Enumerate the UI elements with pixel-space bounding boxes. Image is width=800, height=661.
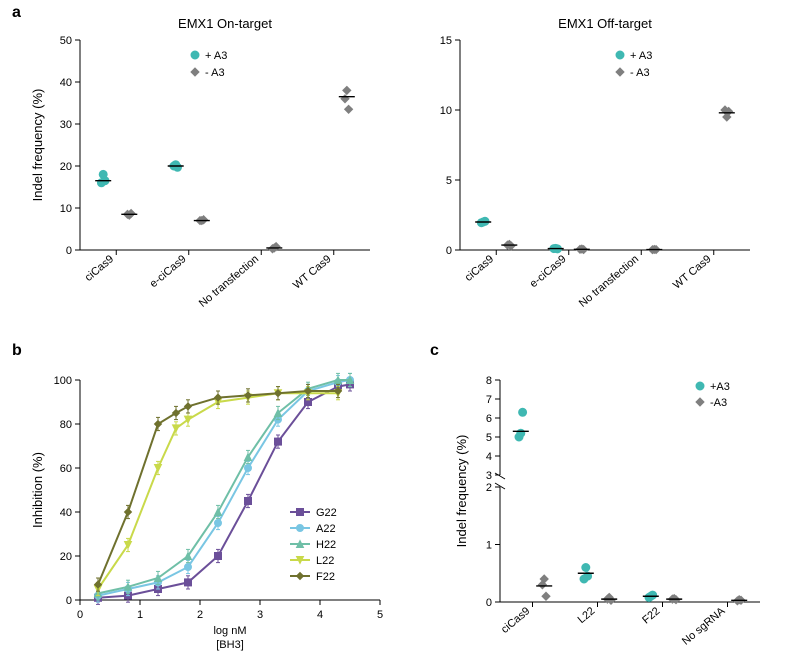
svg-text:5: 5	[377, 609, 383, 621]
svg-text:1: 1	[137, 609, 143, 621]
svg-text:EMX1 Off-target: EMX1 Off-target	[558, 16, 652, 31]
legend-a-left: + A3 - A3	[191, 50, 227, 79]
category-label: WT Cas9	[671, 253, 714, 292]
svg-text:0: 0	[446, 245, 452, 257]
chart-a-right: 0 5 10 15 ciCas9 e-ciCas9No transfection WT Ca…	[440, 16, 750, 310]
category-label: No transfection	[197, 253, 261, 310]
svg-text:20: 20	[60, 161, 72, 173]
svg-text:F22: F22	[316, 571, 335, 583]
svg-text:Indel frequency (%): Indel frequency (%)	[30, 89, 45, 202]
svg-text:100: 100	[54, 375, 72, 387]
svg-text:3: 3	[257, 609, 263, 621]
panel-label-c: c	[430, 342, 439, 360]
svg-text:EMX1 On-target: EMX1 On-target	[178, 16, 272, 31]
svg-text:-A3: -A3	[710, 397, 727, 409]
svg-text:4: 4	[486, 451, 492, 463]
svg-text:L22: L22	[576, 605, 598, 626]
svg-text:10: 10	[440, 105, 452, 117]
svg-text:log nM: log nM	[213, 625, 246, 637]
chart-c: 3 4 5 6 7 8 0 1 2 ciCas9 L22 F22 No sgRNA Indel frequ…	[454, 375, 760, 648]
category-label: e-ciCas9	[148, 253, 189, 290]
svg-text:+ A3: + A3	[630, 50, 652, 62]
svg-text:ciCas9: ciCas9	[499, 605, 532, 636]
svg-text:1: 1	[486, 540, 492, 552]
legend-c: +A3-A3	[696, 381, 730, 409]
svg-text:- A3: - A3	[205, 67, 225, 79]
svg-text:8: 8	[486, 375, 492, 387]
svg-text:5: 5	[446, 175, 452, 187]
legend-a-right: + A3 - A3	[616, 50, 652, 79]
svg-text:0: 0	[77, 609, 83, 621]
figure-svg: 01020304050ciCas9e-ciCas9No transfection…	[0, 0, 800, 661]
legend-b: G22 A22 H22 L22 F22	[290, 507, 337, 583]
svg-text:40: 40	[60, 77, 72, 89]
svg-text:60: 60	[60, 463, 72, 475]
svg-text:0: 0	[486, 597, 492, 609]
svg-text:80: 80	[60, 419, 72, 431]
svg-text:Inhibition (%): Inhibition (%)	[30, 452, 45, 528]
category-label: e-ciCas9	[528, 253, 569, 290]
svg-text:+ A3: + A3	[205, 50, 227, 62]
svg-text:+A3: +A3	[710, 381, 730, 393]
svg-text:F22: F22	[640, 605, 662, 626]
panel-label-a: a	[12, 4, 21, 22]
svg-text:A22: A22	[316, 523, 336, 535]
svg-text:50: 50	[60, 35, 72, 47]
svg-text:3: 3	[486, 470, 492, 482]
svg-text:0: 0	[66, 595, 72, 607]
svg-text:No sgRNA: No sgRNA	[680, 605, 728, 648]
svg-text:20: 20	[60, 551, 72, 563]
svg-text:G22: G22	[316, 507, 337, 519]
svg-text:[BH3]: [BH3]	[216, 639, 244, 651]
svg-text:0: 0	[66, 245, 72, 257]
svg-text:30: 30	[60, 119, 72, 131]
category-label: ciCas9	[463, 253, 496, 284]
svg-text:2: 2	[197, 609, 203, 621]
svg-text:10: 10	[60, 203, 72, 215]
svg-text:L22: L22	[316, 555, 334, 567]
panel-label-b: b	[12, 342, 22, 360]
svg-text:15: 15	[440, 35, 452, 47]
svg-text:5: 5	[486, 432, 492, 444]
category-label: WT Cas9	[291, 253, 334, 292]
svg-text:7: 7	[486, 394, 492, 406]
category-label: ciCas9	[83, 253, 116, 284]
chart-a-left: 0 10 20 30 40 50 ciCas9 e-ciCas9No transfection…	[30, 16, 370, 310]
chart-b: 0 20 40 60 80 100 0 1 2 3 4 5 Inhibition (%) log nM [B…	[30, 373, 383, 651]
svg-text:Indel frequency (%): Indel frequency (%)	[454, 435, 469, 548]
category-label: No transfection	[577, 253, 641, 310]
svg-text:4: 4	[317, 609, 323, 621]
svg-text:6: 6	[486, 413, 492, 425]
svg-text:2: 2	[486, 482, 492, 494]
svg-text:40: 40	[60, 507, 72, 519]
svg-text:- A3: - A3	[630, 67, 650, 79]
svg-text:H22: H22	[316, 539, 336, 551]
